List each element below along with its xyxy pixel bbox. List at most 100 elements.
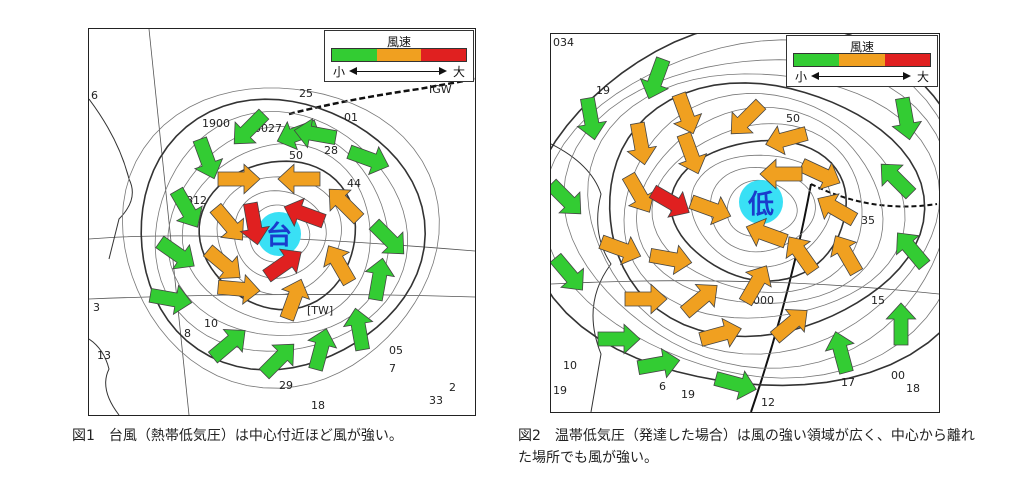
cold-front-line [750,183,812,412]
map-value-label: 8 [184,327,191,340]
wind-arrow-icon [676,131,708,175]
map-value-label: 6 [91,89,98,102]
map-value-label: [TW] [307,304,333,317]
double-arrow-icon [811,72,911,80]
figure1-caption: 図1 台風（熱帯低気圧）は中心付近ほど風が強い。 [72,428,403,444]
map-value-label: 6 [659,380,666,393]
wind-arrow-icon [671,91,703,135]
isobar-line [635,106,884,304]
wind-arrow-icon [293,117,338,149]
map-value-label: 17 [841,376,855,389]
wind-arrow-icon [209,202,244,241]
wind-arrow-icon [258,343,295,380]
isobar-line [181,143,371,324]
wind-arrow-icon [785,236,820,276]
wind-arrow-icon [597,323,641,355]
wind-arrow-icon [169,186,203,228]
legend-small-label: 小 [795,70,808,84]
wind-arrow-icon [830,235,864,277]
isobar-line [608,82,926,338]
coastline [551,143,612,412]
wind-arrow-icon [551,252,584,291]
wind-arrow-icon [342,307,374,352]
wind-arrow-icon [639,56,671,100]
map-value-label: 19 [553,384,567,397]
wind-arrow-icon [283,197,327,229]
wind-arrow-icon [648,244,693,276]
map-value-label: 44 [347,177,361,190]
map-value-label: 3 [93,301,100,314]
map-value-label: 19 [681,388,695,401]
wind-arrow-icon [688,194,732,226]
map-value-label: 10 [563,359,577,372]
wind-arrow-icon [346,144,390,176]
map-value-label: 28 [324,144,338,157]
wind-arrow-icon [891,96,923,141]
map-value-label: 2 [449,381,456,394]
coastline [89,338,120,415]
figure1-weather-map: 台 25 01 0027 1900 50 28 1812 44 10 8 05 7 29 33 18 [TW] I… [88,28,476,416]
low-pressure-map-drawing: 低03419503515100061917121000061819 [551,34,939,412]
map-value-label: 50 [289,149,303,162]
wind-arrow-icon [233,108,270,145]
wind-arrow-icon [323,245,357,287]
wind-arrow-icon [192,136,224,180]
wind-arrow-icon [798,158,841,191]
map-value-label: 25 [299,87,313,100]
isobar-line [623,93,906,319]
typhoon-center [257,212,301,256]
center-label: 低 [747,190,774,220]
isobar-line [651,123,863,294]
legend-weak-swatch [794,54,840,66]
map-value-label: 18 [311,399,325,412]
legend-strong-swatch [421,49,467,61]
legend-title: 風速 [386,35,411,49]
wind-arrow-icon [148,284,193,316]
wind-arrow-icon [279,278,311,322]
legend-weak-swatch [332,49,377,61]
legend-medium-swatch [376,49,422,61]
wind-arrow-icon [759,158,803,190]
wind-arrow-icon [207,329,246,364]
legend-medium-swatch [839,54,885,66]
wind-arrow-icon [648,184,690,218]
legend-small-label: 小 [333,65,346,79]
figure2-caption: 図2 温帯低気圧（発達した場合）は風の強い領域が広く、中心から離れた場所でも風が… [518,428,975,466]
wind-arrow-icon [217,273,261,305]
isobar-line [587,73,939,355]
wind-arrow-icon [328,188,365,225]
low-center [739,180,783,224]
legend-color-bar [793,53,931,67]
map-value-label: 15 [871,294,885,307]
warm-front-line [810,183,938,208]
legend-strong-swatch [884,54,930,66]
wind-arrow-icon [885,302,917,346]
front-line [288,77,475,116]
wind-arrow-icon [277,163,321,195]
wind-arrow-icon [621,171,655,213]
map-value-label: 034 [553,36,574,49]
wind-arrow-icon [626,121,658,166]
wind-arrow-icon [738,265,772,307]
map-value-label: 13 [97,349,111,362]
wind-arrow-icon [769,309,808,344]
wind-arrow-icon [730,98,767,135]
wind-arrow-icon [745,217,789,249]
wind-arrow-icon [679,284,718,319]
legend-large-label: 大 [452,65,465,79]
map-value-label: 29 [279,379,293,392]
wind-arrow-icon [262,248,302,283]
legend-title: 風速 [849,40,874,54]
map-value-label: 19 [596,84,610,97]
wind-arrow-icon [624,283,668,315]
wind-arrow-icon [896,232,931,271]
map-value-label: 1900 [202,117,230,130]
wind-speed-legend: 風速 小 大 [324,30,474,82]
wind-arrow-icon [817,193,859,227]
map-value-label: 05 [389,344,403,357]
wind-arrow-icon [880,163,917,200]
map-value-label: 18 [906,382,920,395]
isobar-line [198,160,357,311]
wind-arrow-icon [307,328,338,372]
